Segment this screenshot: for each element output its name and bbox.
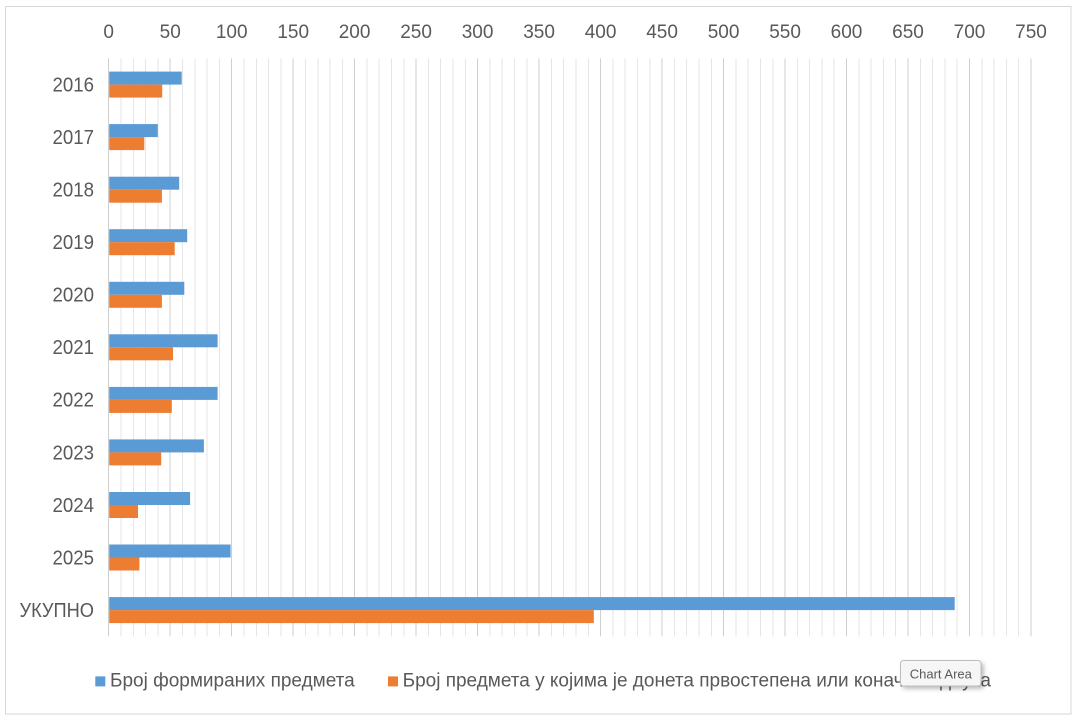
svg-text:700: 700 xyxy=(954,22,986,43)
svg-text:УКУПНО: УКУПНО xyxy=(20,600,95,622)
svg-text:750: 750 xyxy=(1015,22,1047,43)
svg-text:2017: 2017 xyxy=(53,127,95,149)
svg-text:Број предмета у којима је доне: Број предмета у којима је донета првосте… xyxy=(403,671,992,692)
svg-text:2020: 2020 xyxy=(53,285,95,307)
svg-text:2023: 2023 xyxy=(53,442,95,464)
svg-text:2024: 2024 xyxy=(53,495,95,517)
svg-text:2019: 2019 xyxy=(53,232,95,254)
svg-text:250: 250 xyxy=(400,22,432,43)
svg-text:350: 350 xyxy=(523,22,555,43)
svg-text:550: 550 xyxy=(769,22,801,43)
svg-text:2018: 2018 xyxy=(53,180,95,202)
svg-text:150: 150 xyxy=(277,22,309,43)
svg-text:300: 300 xyxy=(462,22,494,43)
svg-text:400: 400 xyxy=(585,22,617,43)
svg-text:450: 450 xyxy=(646,22,678,43)
svg-text:100: 100 xyxy=(216,22,248,43)
svg-text:Chart Area: Chart Area xyxy=(910,667,973,682)
svg-text:2016: 2016 xyxy=(53,75,95,97)
svg-text:50: 50 xyxy=(160,22,181,43)
svg-text:2021: 2021 xyxy=(53,337,95,359)
svg-text:650: 650 xyxy=(892,22,924,43)
svg-text:Број формираних предмета: Број формираних предмета xyxy=(110,671,355,692)
svg-text:500: 500 xyxy=(708,22,740,43)
svg-text:2025: 2025 xyxy=(53,547,95,569)
svg-text:200: 200 xyxy=(339,22,371,43)
svg-text:0: 0 xyxy=(103,22,114,43)
svg-text:2022: 2022 xyxy=(53,390,95,412)
svg-text:600: 600 xyxy=(831,22,863,43)
